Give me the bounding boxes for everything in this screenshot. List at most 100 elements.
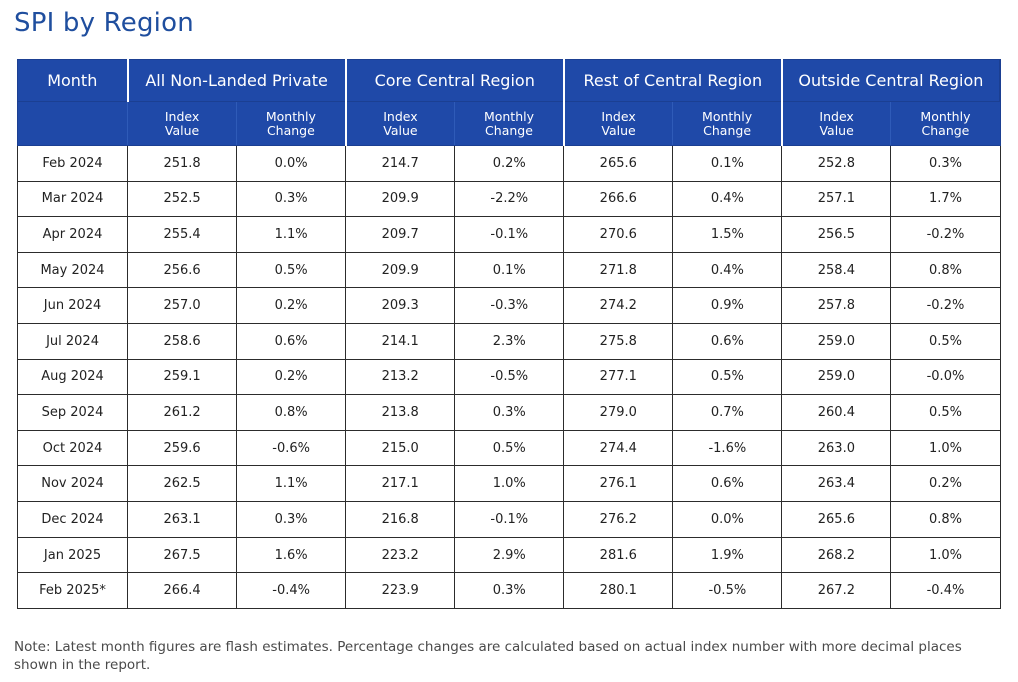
cell-index-value: 256.6 [127,251,238,289]
cell-monthly-change: 0.6% [236,323,347,360]
cell-index-value: 260.4 [781,394,892,431]
table-row: Dec 2024 263.1 0.3% 216.8 -0.1% 276.2 0.0% 265.… [16,501,1001,538]
cell-index-value: 216.8 [345,501,456,538]
page-title: SPI by Region [14,8,194,38]
cell-monthly-change: 2.9% [454,536,565,574]
cell-index-value: 281.6 [563,536,674,574]
subheader-monthly-change: Monthly Change [236,101,347,146]
cell-month: Apr 2024 [16,216,129,253]
cell-index-value: 259.6 [127,429,238,467]
cell-monthly-change: 0.5% [236,251,347,289]
cell-index-value: 252.8 [781,145,892,182]
cell-index-value: 270.6 [563,216,674,253]
cell-index-value: 255.4 [127,216,238,253]
cell-index-value: 274.2 [563,287,674,325]
cell-monthly-change: 0.3% [890,145,1001,182]
spi-table: Month All Non-Landed Private Core Centra… [16,59,1002,609]
table-row: Apr 2024 255.4 1.1% 209.7 -0.1% 270.6 1.5% 256.… [16,216,1001,253]
cell-month: Oct 2024 [16,429,129,467]
cell-index-value: 280.1 [563,572,674,609]
cell-index-value: 209.9 [345,180,456,218]
cell-index-value: 259.1 [127,358,238,396]
cell-monthly-change: 0.3% [236,180,347,218]
cell-index-value: 263.1 [127,501,238,538]
cell-month: Jul 2024 [16,323,129,360]
cell-index-value: 214.1 [345,323,456,360]
cell-monthly-change: 0.4% [672,180,783,218]
cell-monthly-change: -0.6% [236,429,347,467]
cell-monthly-change: -0.5% [672,572,783,609]
subheader-index-value: Index Value [127,101,238,146]
subheader-blank [16,101,129,146]
table-row: Sep 2024 261.2 0.8% 213.8 0.3% 279.0 0.7% 260.4… [16,394,1001,431]
cell-index-value: 266.6 [563,180,674,218]
table-row: Jan 2025 267.5 1.6% 223.2 2.9% 281.6 1.9% 268.2… [16,536,1001,574]
cell-index-value: 276.2 [563,501,674,538]
cell-index-value: 267.2 [781,572,892,609]
cell-monthly-change: 0.1% [672,145,783,182]
cell-month: Aug 2024 [16,358,129,396]
cell-index-value: 277.1 [563,358,674,396]
cell-monthly-change: 1.0% [890,536,1001,574]
cell-index-value: 258.4 [781,251,892,289]
cell-monthly-change: 1.0% [454,465,565,503]
cell-index-value: 263.4 [781,465,892,503]
cell-monthly-change: -0.1% [454,216,565,253]
cell-month: Feb 2025* [16,572,129,609]
cell-index-value: 274.4 [563,429,674,467]
table-row: May 2024 256.6 0.5% 209.9 0.1% 271.8 0.4% 258.4… [16,251,1001,289]
cell-monthly-change: 0.5% [672,358,783,396]
table-row: Mar 2024 252.5 0.3% 209.9 -2.2% 266.6 0.4% 257.… [16,180,1001,218]
cell-index-value: 223.2 [345,536,456,574]
cell-monthly-change: 0.4% [672,251,783,289]
cell-month: Jun 2024 [16,287,129,325]
cell-monthly-change: 0.5% [454,429,565,467]
cell-index-value: 256.5 [781,216,892,253]
cell-monthly-change: 1.5% [672,216,783,253]
group-header-core-central: Core Central Region [345,59,565,102]
table-row: Nov 2024 262.5 1.1% 217.1 1.0% 276.1 0.6% 263.4… [16,465,1001,503]
cell-index-value: 214.7 [345,145,456,182]
cell-index-value: 215.0 [345,429,456,467]
cell-monthly-change: 0.5% [890,323,1001,360]
cell-index-value: 261.2 [127,394,238,431]
cell-index-value: 268.2 [781,536,892,574]
cell-monthly-change: 1.7% [890,180,1001,218]
cell-index-value: 279.0 [563,394,674,431]
cell-index-value: 223.9 [345,572,456,609]
cell-index-value: 209.7 [345,216,456,253]
cell-monthly-change: 0.0% [236,145,347,182]
cell-index-value: 257.8 [781,287,892,325]
cell-monthly-change: 0.8% [890,501,1001,538]
cell-index-value: 213.2 [345,358,456,396]
cell-monthly-change: -0.2% [890,287,1001,325]
table-row: Oct 2024 259.6 -0.6% 215.0 0.5% 274.4 -1.6% 263… [16,429,1001,467]
cell-index-value: 209.3 [345,287,456,325]
cell-index-value: 213.8 [345,394,456,431]
subheader-index-value: Index Value [563,101,674,146]
cell-index-value: 259.0 [781,323,892,360]
cell-monthly-change: 1.9% [672,536,783,574]
cell-monthly-change: 0.9% [672,287,783,325]
footnote: Note: Latest month figures are flash est… [14,639,962,673]
cell-monthly-change: -2.2% [454,180,565,218]
cell-monthly-change: 1.1% [236,216,347,253]
cell-monthly-change: -0.0% [890,358,1001,396]
cell-month: Mar 2024 [16,180,129,218]
subheader-monthly-change: Monthly Change [672,101,783,146]
cell-index-value: 275.8 [563,323,674,360]
cell-index-value: 266.4 [127,572,238,609]
subheader-index-value: Index Value [781,101,892,146]
cell-monthly-change: 2.3% [454,323,565,360]
cell-index-value: 251.8 [127,145,238,182]
cell-monthly-change: -0.1% [454,501,565,538]
cell-monthly-change: -0.4% [236,572,347,609]
group-header-outside-central: Outside Central Region [781,59,1002,102]
cell-index-value: 263.0 [781,429,892,467]
cell-monthly-change: 0.6% [672,323,783,360]
cell-index-value: 209.9 [345,251,456,289]
cell-index-value: 276.1 [563,465,674,503]
cell-monthly-change: 0.3% [236,501,347,538]
cell-month: May 2024 [16,251,129,289]
cell-index-value: 259.0 [781,358,892,396]
